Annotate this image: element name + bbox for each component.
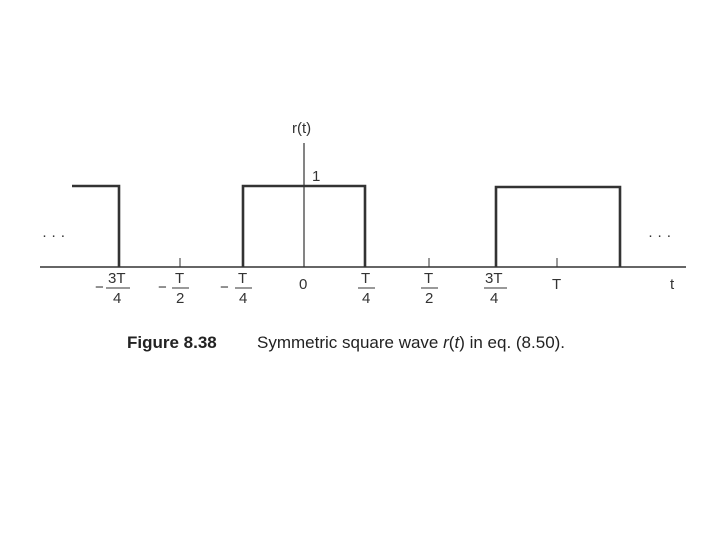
svg-text:T: T (175, 270, 184, 287)
svg-text:2: 2 (176, 290, 184, 307)
tick-label-neg-t4: − T 4 (220, 270, 252, 307)
amplitude-label: 1 (312, 168, 320, 185)
svg-text:3T: 3T (108, 270, 126, 287)
tick-label-pos-3t4: 3T 4 (484, 270, 507, 307)
caption-number: Figure 8.38 (127, 333, 217, 352)
svg-text:−: − (158, 279, 167, 296)
tick-label-pos-t4: T 4 (358, 270, 375, 307)
ellipsis-left: · · · (42, 227, 65, 244)
svg-text:T: T (361, 270, 370, 287)
svg-text:2: 2 (425, 290, 433, 307)
square-wave-pulse-center (241, 184, 367, 267)
tick-label-neg-t2: − T 2 (158, 270, 189, 307)
tick-label-t: T (552, 276, 561, 293)
tick-label-pos-t2: T 2 (421, 270, 438, 307)
svg-text:4: 4 (239, 290, 247, 307)
y-axis-label: r(t) (292, 120, 311, 137)
svg-text:−: − (220, 279, 229, 296)
tick-label-zero: 0 (299, 276, 307, 293)
ellipsis-right: · · · (648, 227, 671, 244)
t-axis-label: t (670, 276, 675, 293)
svg-text:T: T (238, 270, 247, 287)
caption-text: Symmetric square wave r(t) in eq. (8.50)… (257, 333, 565, 352)
svg-text:3T: 3T (485, 270, 503, 287)
svg-text:−: − (95, 279, 104, 296)
square-wave-pulse-right (494, 185, 622, 267)
square-wave-pulse-left (72, 184, 121, 267)
svg-text:4: 4 (362, 290, 370, 307)
svg-text:4: 4 (490, 290, 498, 307)
figure-caption: Figure 8.38 Symmetric square wave r(t) i… (127, 333, 565, 352)
tick-label-neg-3t4: − 3T 4 (95, 270, 130, 307)
svg-text:4: 4 (113, 290, 121, 307)
svg-text:T: T (424, 270, 433, 287)
